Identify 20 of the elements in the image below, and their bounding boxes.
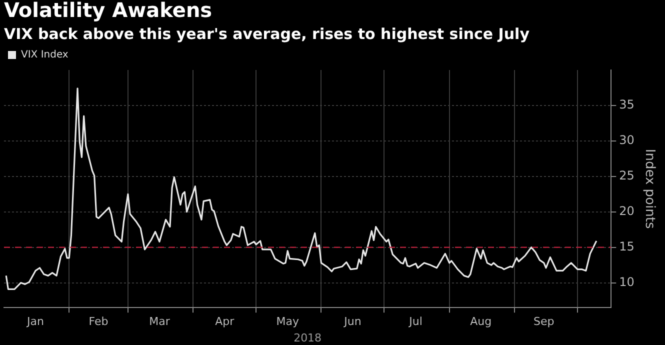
x-tick-label: Jun xyxy=(343,315,362,328)
x-tick-label: Jan xyxy=(26,315,44,328)
x-tick-label: May xyxy=(276,315,300,328)
x-tick-label: Aug xyxy=(470,315,492,328)
y-tick-label: 20 xyxy=(619,204,634,218)
legend-label: VIX Index xyxy=(21,50,68,61)
x-axis-title: 2018 xyxy=(294,331,322,344)
x-tick-label: Jul xyxy=(408,315,422,328)
x-tick-label: Mar xyxy=(149,315,170,328)
y-axis-title: Index points xyxy=(642,148,657,229)
chart-title: Volatility Awakens xyxy=(4,0,212,22)
y-tick-label: 15 xyxy=(619,239,634,254)
y-tick-label: 35 xyxy=(619,98,634,112)
chart-subtitle: VIX back above this year's average, rises to highest since July xyxy=(4,24,530,43)
y-tick-label: 30 xyxy=(619,133,634,148)
x-tick-label: Sep xyxy=(534,315,554,328)
x-tick-label: Apr xyxy=(215,315,235,328)
y-tick-label: 10 xyxy=(619,274,634,289)
x-tick-label: Feb xyxy=(88,315,108,328)
y-tick-label: 25 xyxy=(619,168,634,183)
